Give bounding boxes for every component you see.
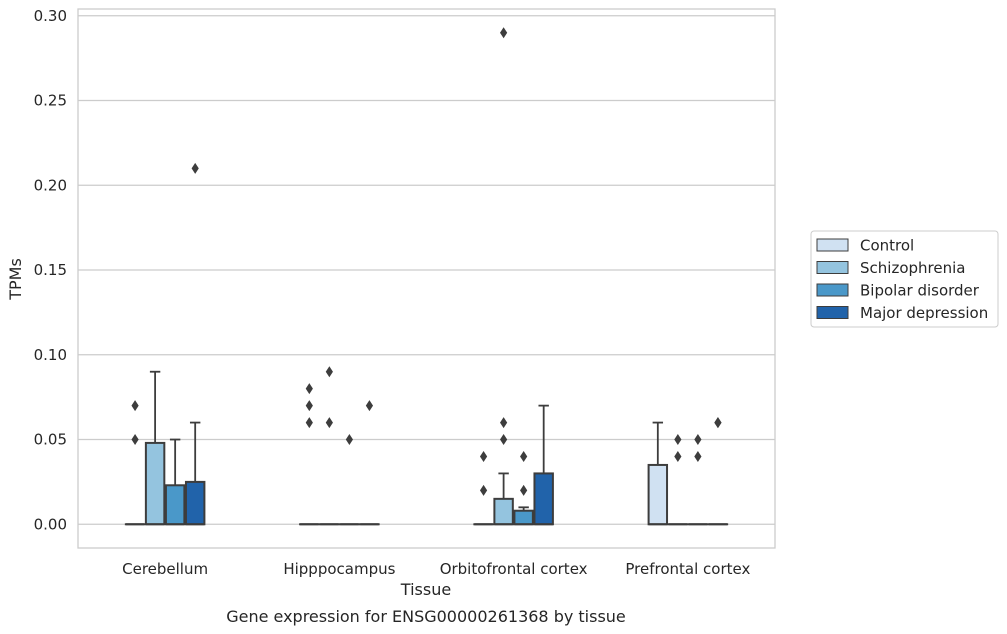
x-axis-ticks: Cerebellum Hipppocampus Orbitofrontal cort… bbox=[122, 560, 750, 578]
outlier-point bbox=[500, 417, 508, 429]
y-tick-label: 0.10 bbox=[34, 346, 67, 364]
box-iqr bbox=[144, 441, 166, 526]
legend-swatch bbox=[816, 238, 849, 252]
outlier-point bbox=[500, 434, 508, 446]
legend-label: Major depression bbox=[860, 304, 988, 322]
y-tick-label: 0.30 bbox=[34, 7, 67, 25]
legend: Control Schizophrenia Bipolar disorder Majo… bbox=[810, 230, 999, 328]
outlier-point bbox=[694, 434, 702, 446]
outlier-point bbox=[305, 400, 313, 412]
outlier-point bbox=[520, 450, 528, 462]
y-axis-ticks: 0.00 0.05 0.10 0.15 0.20 0.25 0.30 bbox=[34, 7, 67, 533]
y-tick-label: 0.25 bbox=[34, 92, 67, 110]
y-tick-label: 0.15 bbox=[34, 261, 67, 279]
box-plot bbox=[299, 383, 320, 526]
outlier-point bbox=[345, 434, 353, 446]
box-plot bbox=[144, 370, 166, 526]
box-plot bbox=[184, 162, 206, 526]
box-plot bbox=[533, 404, 554, 526]
outlier-point bbox=[500, 27, 508, 39]
legend-label: Bipolar disorder bbox=[860, 282, 980, 300]
legend-swatch bbox=[816, 283, 849, 297]
outlier-point bbox=[694, 450, 702, 462]
box-plot bbox=[359, 400, 380, 526]
x-axis-label: Tissue bbox=[400, 580, 451, 599]
grid-lines bbox=[78, 15, 775, 525]
legend-frame bbox=[810, 230, 999, 328]
outlier-point bbox=[365, 400, 374, 412]
box-plot bbox=[124, 400, 146, 526]
box-plot bbox=[339, 434, 360, 526]
box-iqr bbox=[184, 480, 206, 526]
box-plot bbox=[513, 450, 534, 526]
box-iqr bbox=[647, 463, 669, 526]
box-plot bbox=[493, 27, 514, 526]
outlier-point bbox=[305, 417, 313, 429]
legend-label: Control bbox=[860, 237, 914, 255]
x-tick-label: Prefrontal cortex bbox=[625, 560, 750, 578]
y-tick-label: 0.05 bbox=[34, 431, 67, 449]
x-tick-label: Hipppocampus bbox=[283, 560, 395, 578]
outlier-point bbox=[305, 383, 313, 395]
box-plot bbox=[707, 417, 729, 526]
box-plot bbox=[319, 366, 340, 526]
outlier-point bbox=[714, 417, 722, 429]
box-iqr bbox=[493, 497, 514, 526]
box-plots bbox=[124, 27, 729, 526]
x-tick-label: Orbitofrontal cortex bbox=[440, 560, 588, 578]
chart-caption: Gene expression for ENSG00000261368 by t… bbox=[226, 607, 626, 626]
outlier-point bbox=[674, 434, 682, 446]
outlier-point bbox=[131, 400, 139, 412]
legend-swatch bbox=[816, 261, 849, 274]
y-axis-label: TPMs bbox=[6, 258, 25, 301]
outlier-point bbox=[479, 450, 488, 462]
plot-frame bbox=[77, 8, 776, 549]
box-plot bbox=[473, 450, 494, 526]
box-plot bbox=[667, 434, 689, 526]
outlier-point bbox=[520, 484, 528, 496]
y-tick-label: 0.20 bbox=[34, 176, 67, 194]
box-plot bbox=[647, 421, 669, 526]
box-plot bbox=[164, 438, 186, 526]
y-tick-label: 0.00 bbox=[34, 515, 67, 533]
box-plot bbox=[687, 434, 709, 526]
outlier-point bbox=[674, 450, 682, 462]
outlier-point bbox=[191, 162, 199, 174]
x-tick-label: Cerebellum bbox=[122, 560, 208, 578]
box-iqr bbox=[533, 472, 554, 526]
legend-swatch bbox=[816, 306, 849, 319]
outlier-point bbox=[325, 366, 333, 378]
outlier-point bbox=[325, 417, 333, 429]
box-iqr bbox=[513, 509, 534, 526]
legend-label: Schizophrenia bbox=[860, 259, 965, 277]
outlier-point bbox=[131, 434, 139, 446]
box-iqr bbox=[164, 484, 186, 526]
outlier-point bbox=[479, 484, 488, 496]
